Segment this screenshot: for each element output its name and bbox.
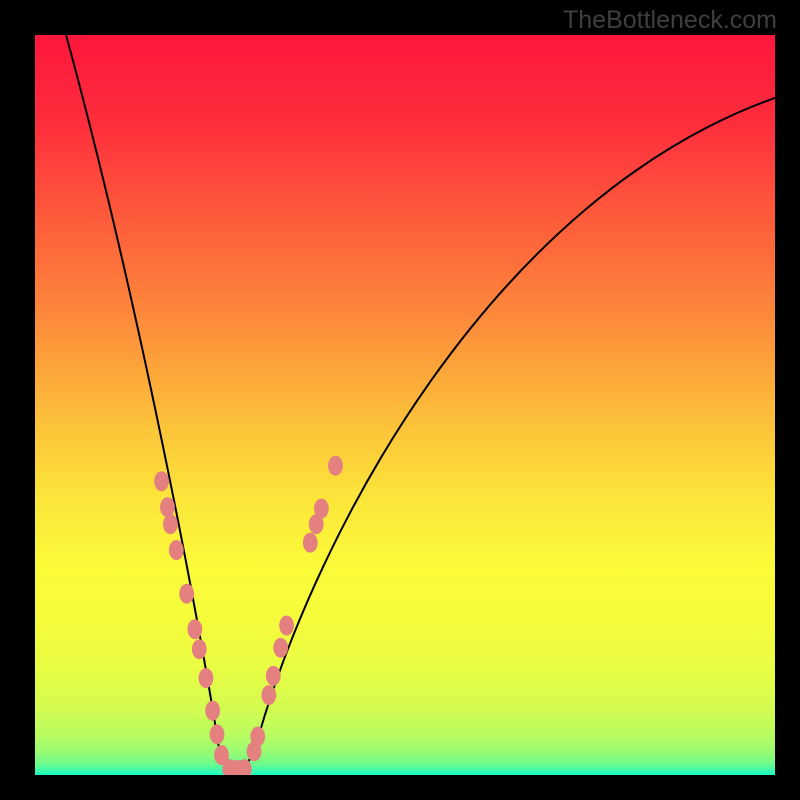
- watermark-text: TheBottleneck.com: [563, 6, 777, 35]
- gradient-background: [35, 35, 775, 775]
- plot-area: [35, 35, 775, 775]
